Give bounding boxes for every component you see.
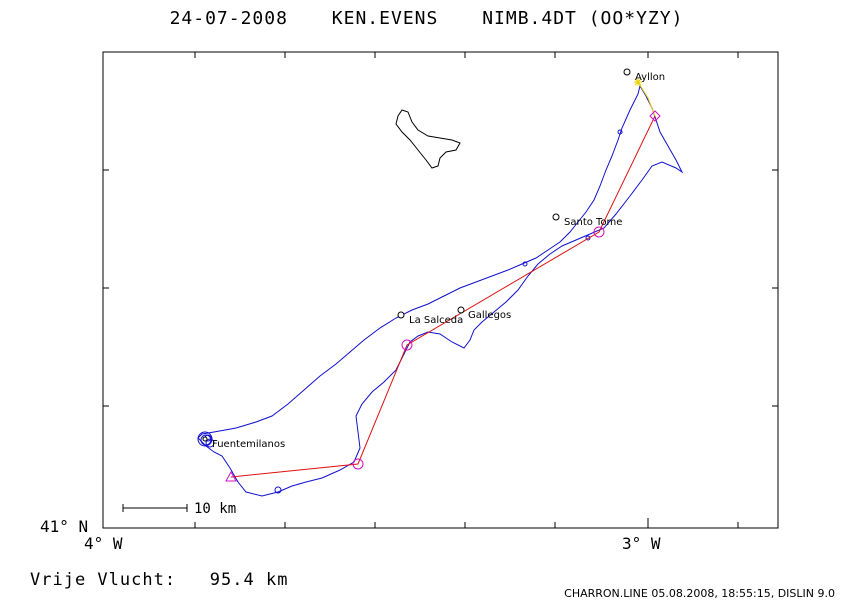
place-label-fuentemilanos: Fuentemilanos [212,439,285,450]
map-title: 24-07-2008 KEN.EVENS NIMB.4DT (OO*YZY) [0,8,853,29]
place-label-ayllon: Ayllon [635,72,665,83]
turnpoint-marker [593,226,605,238]
map-frame [102,51,779,529]
airspace-outline [395,109,461,169]
flight-distance-value: 95.4 km [209,570,289,590]
flight-date: 24-07-2008 [169,8,288,29]
flight-track [197,84,684,497]
flight-distance: Vrije Vlucht: 95.4 km [30,570,288,590]
start-star-icon [634,78,642,86]
glider-name: NIMB.4DT (OO*YZY) [482,8,684,29]
longitude-label-left: 4° W [84,534,123,553]
latitude-label: 41° N [40,517,89,536]
task-route [230,115,656,478]
start-triangle-icon [225,470,237,482]
place-label-la-salceda: La Salceda [409,315,463,326]
place-markers [202,68,631,442]
finish-diamond-icon [649,110,661,122]
flight-distance-label: Vrije Vlucht: [30,570,177,590]
longitude-label-right: 3° W [622,534,661,553]
scale-bar-label: 10 km [194,501,236,517]
axis-ticks [102,52,778,528]
turnpoint-marker [352,458,364,470]
credit-line: CHARRON.LINE 05.08.2008, 18:55:15, DISLI… [564,587,835,600]
place-label-gallegos: Gallegos [468,310,511,321]
place-label-santo-tome: Santo Tome [564,217,622,228]
pilot-name: KEN.EVENS [331,8,439,29]
final-leg [637,81,656,117]
turnpoint-marker [401,339,413,351]
scale-bar [122,504,188,512]
